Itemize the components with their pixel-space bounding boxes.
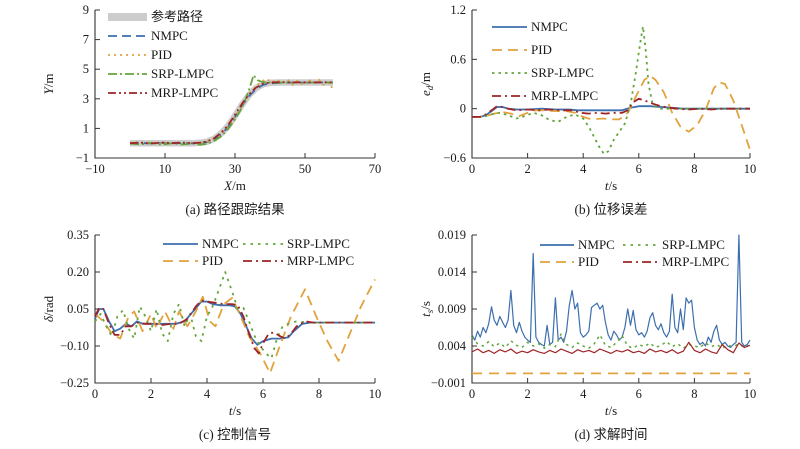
x-tick-label: 2 bbox=[148, 387, 154, 401]
y-tick-label: 3 bbox=[83, 92, 89, 106]
x-tick-label: 4 bbox=[580, 162, 587, 176]
y-tick-label: 0.35 bbox=[67, 228, 89, 242]
subplot-b-caption: (b) 位移误差 bbox=[574, 202, 648, 217]
series-line-MRP-LMPC bbox=[94, 299, 375, 355]
y-axis-label: ts/s bbox=[418, 301, 435, 317]
y-tick-label: 0.009 bbox=[438, 302, 466, 316]
x-tick-label: 70 bbox=[369, 162, 382, 176]
subplot-c-caption: (c) 控制信号 bbox=[198, 427, 272, 442]
subplot-c: 0 2 4 6 8 10 −0.25 −0.10 0.05 0.20 0.35 t/s δ/rad NMP… bbox=[0, 225, 400, 449]
y-tick-label: −0.6 bbox=[443, 151, 466, 165]
series-line-NMPC bbox=[472, 105, 750, 118]
series-line-NMPC bbox=[471, 234, 751, 349]
x-tick-label: 0 bbox=[92, 387, 98, 401]
series-line-MRP-LMPC bbox=[471, 341, 751, 354]
legend-label: 参考路径 bbox=[151, 9, 203, 24]
chart-a-canvas: −10 10 30 50 70 −1 1 3 5 7 9 X/m Y/m 参考路径 NMPC PID SRP-L… bbox=[41, 3, 382, 193]
x-tick-label: 0 bbox=[469, 162, 475, 176]
legend-label: NMPC bbox=[202, 236, 239, 251]
legend-label: MRP-LMPC bbox=[287, 253, 354, 268]
x-tick-label: 8 bbox=[691, 387, 697, 401]
legend-label: SRP-LMPC bbox=[151, 66, 214, 81]
y-tick-label: 0.019 bbox=[438, 228, 466, 242]
legend-label: NMPC bbox=[151, 28, 188, 43]
x-tick-label: 2 bbox=[524, 387, 530, 401]
legend-label: NMPC bbox=[531, 19, 568, 34]
y-tick-label: −1 bbox=[76, 151, 89, 165]
series-line-PID bbox=[129, 77, 334, 145]
y-tick-label: −0.001 bbox=[431, 376, 466, 390]
y-tick-label: 0.6 bbox=[450, 52, 466, 66]
x-tick-label: 6 bbox=[636, 162, 642, 176]
legend-label: MRP-LMPC bbox=[531, 88, 598, 103]
y-tick-label: 0.014 bbox=[438, 265, 467, 279]
y-tick-label: 0 bbox=[460, 102, 466, 116]
x-tick-label: −10 bbox=[85, 162, 105, 176]
axis-spines bbox=[471, 10, 750, 159]
y-tick-label: 5 bbox=[83, 62, 89, 76]
x-tick-label: 50 bbox=[299, 162, 312, 176]
y-tick-label: 7 bbox=[83, 33, 89, 47]
x-tick-label: 30 bbox=[229, 162, 242, 176]
subplot-d: 0 2 4 6 8 10 −0.001 0.004 0.009 0.014 0.019 t/s ts/s… bbox=[400, 225, 800, 449]
y-tick-label: 0.004 bbox=[438, 339, 467, 353]
x-axis-label: t/s bbox=[229, 403, 241, 418]
series-line-MRP-LMPC bbox=[129, 81, 334, 145]
y-tick-label: −0.25 bbox=[60, 376, 89, 390]
x-tick-label: 10 bbox=[369, 387, 382, 401]
y-tick-label: 1 bbox=[83, 121, 89, 135]
x-tick-label: 4 bbox=[204, 387, 211, 401]
chart-c-canvas: 0 2 4 6 8 10 −0.25 −0.10 0.05 0.20 0.35 t/s δ/rad NMP… bbox=[41, 228, 382, 418]
legend-label: MRP-LMPC bbox=[662, 254, 729, 269]
subplot-b: 0 2 4 6 8 10 −0.6 0 0.6 1.2 t/s ed/m NMPC PID SRP-LMPC… bbox=[400, 0, 800, 225]
y-tick-label: −0.10 bbox=[60, 339, 89, 353]
series-line-SRP-LMPC bbox=[472, 25, 750, 155]
x-axis-label: t/s bbox=[605, 403, 617, 418]
y-tick-label: 1.2 bbox=[450, 3, 466, 17]
y-tick-label: 9 bbox=[83, 3, 89, 17]
x-tick-label: 4 bbox=[580, 387, 587, 401]
x-tick-label: 6 bbox=[260, 387, 266, 401]
series-line-PID bbox=[94, 278, 376, 375]
series-line-SRP-LMPC bbox=[94, 271, 375, 360]
legend-label: SRP-LMPC bbox=[287, 236, 350, 251]
series-line-PID bbox=[472, 74, 751, 151]
y-tick-label: 0.05 bbox=[67, 302, 89, 316]
x-axis-label: X/m bbox=[223, 178, 246, 193]
legend-label: PID bbox=[531, 42, 552, 57]
legend-label: NMPC bbox=[578, 237, 615, 252]
legend-label: PID bbox=[151, 47, 172, 62]
x-tick-label: 0 bbox=[469, 387, 475, 401]
x-tick-label: 8 bbox=[691, 162, 697, 176]
subplot-d-caption: (d) 求解时间 bbox=[574, 427, 648, 442]
series-line-MRP-LMPC bbox=[472, 97, 750, 118]
series-line-SRP-LMPC bbox=[471, 333, 751, 349]
x-tick-label: 10 bbox=[744, 387, 757, 401]
y-axis-label: Y/m bbox=[41, 74, 56, 95]
y-axis-label: ed/m bbox=[418, 72, 435, 96]
x-axis-label: t/s bbox=[605, 178, 617, 193]
legend-label: PID bbox=[202, 253, 223, 268]
x-tick-label: 10 bbox=[159, 162, 172, 176]
legend-label: SRP-LMPC bbox=[531, 65, 594, 80]
subplot-a: −10 10 30 50 70 −1 1 3 5 7 9 X/m Y/m 参考路径 NMPC PID SRP-L… bbox=[0, 0, 400, 225]
x-tick-label: 10 bbox=[744, 162, 757, 176]
chart-d-canvas: 0 2 4 6 8 10 −0.001 0.004 0.009 0.014 0.019 t/s ts/s… bbox=[418, 228, 757, 418]
series-line-NMPC bbox=[94, 300, 375, 346]
x-tick-label: 2 bbox=[524, 162, 530, 176]
chart-b-canvas: 0 2 4 6 8 10−0.600.61.2t/sed/mNMPCPIDSRP-LMPC… bbox=[418, 3, 757, 193]
x-tick-label: 6 bbox=[636, 387, 642, 401]
y-tick-label: 0.20 bbox=[67, 265, 89, 279]
x-tick-label: 8 bbox=[316, 387, 322, 401]
legend-label: MRP-LMPC bbox=[151, 85, 218, 100]
series-line-SRP-LMPC bbox=[129, 74, 333, 146]
subplot-a-caption: (a) 路径跟踪结果 bbox=[185, 202, 285, 217]
y-axis-label: δ/rad bbox=[41, 295, 56, 322]
legend-label: SRP-LMPC bbox=[662, 237, 725, 252]
legend-label: PID bbox=[578, 254, 599, 269]
